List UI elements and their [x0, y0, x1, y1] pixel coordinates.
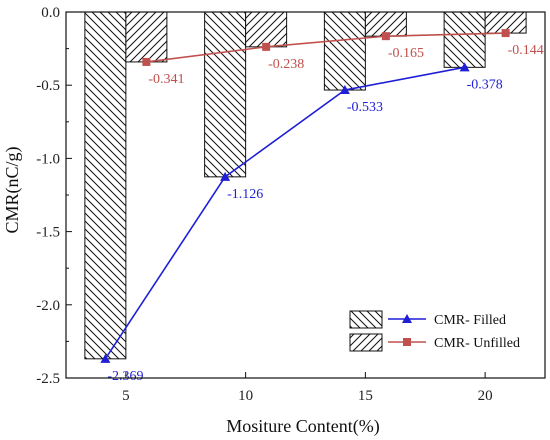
data-label-unfilled-10: -0.238 [268, 57, 304, 72]
y-tick-label: -0.5 [36, 78, 60, 94]
point-filled-15 [339, 85, 350, 95]
point-filled-20 [459, 62, 470, 72]
point-unfilled-10 [262, 42, 271, 51]
y-axis-title: CMR(nC/g) [2, 146, 23, 233]
legend-marker-unfilled [403, 338, 411, 346]
point-filled-5 [100, 353, 111, 363]
bar-filled-15 [323, 11, 366, 91]
bar-unfilled-10 [245, 11, 288, 48]
legend-swatch-filled [349, 310, 383, 329]
legend-marker-filled [402, 314, 412, 323]
bar-filled-10 [204, 11, 247, 178]
bar-unfilled-5 [125, 11, 168, 63]
legend-swatch-unfilled [349, 333, 383, 352]
point-filled-10 [220, 171, 231, 181]
y-tick-label: -1.5 [36, 225, 60, 241]
x-tick-label: 10 [238, 388, 253, 404]
legend-label-filled: CMR- Filled [434, 313, 506, 328]
data-label-filled-20: -0.378 [467, 77, 503, 92]
data-label-unfilled-20: -0.144 [508, 43, 544, 58]
point-unfilled-15 [381, 32, 390, 41]
series-line-unfilled [146, 32, 506, 63]
point-unfilled-5 [142, 57, 151, 66]
plot-area: -2.369-1.126-0.533-0.378-0.341-0.238-0.1… [36, 5, 546, 404]
legend-label-unfilled: CMR- Unfilled [434, 336, 520, 351]
y-tick-label: -2.0 [36, 298, 60, 314]
y-tick-label: -2.5 [36, 371, 60, 387]
bar-unfilled-15 [364, 11, 407, 37]
data-label-unfilled-5: -0.341 [148, 72, 184, 87]
series-line-filled [104, 66, 465, 360]
data-label-unfilled-15: -0.165 [388, 46, 424, 61]
x-tick-label: 15 [358, 388, 373, 404]
data-label-filled-10: -1.126 [227, 187, 263, 202]
x-tick-label: 20 [478, 388, 493, 404]
bar-filled-5 [84, 11, 127, 360]
legend: CMR- Filled CMR- Unfilled [349, 310, 520, 352]
point-unfilled-20 [501, 29, 510, 38]
y-tick-label: 0.0 [41, 5, 60, 21]
x-axis-title: Mositure Content(%) [226, 416, 379, 437]
bar-filled-20 [443, 11, 486, 68]
y-tick-label: -1.0 [36, 151, 60, 167]
x-tick-label: 5 [122, 388, 130, 404]
data-label-filled-15: -0.533 [347, 100, 383, 115]
